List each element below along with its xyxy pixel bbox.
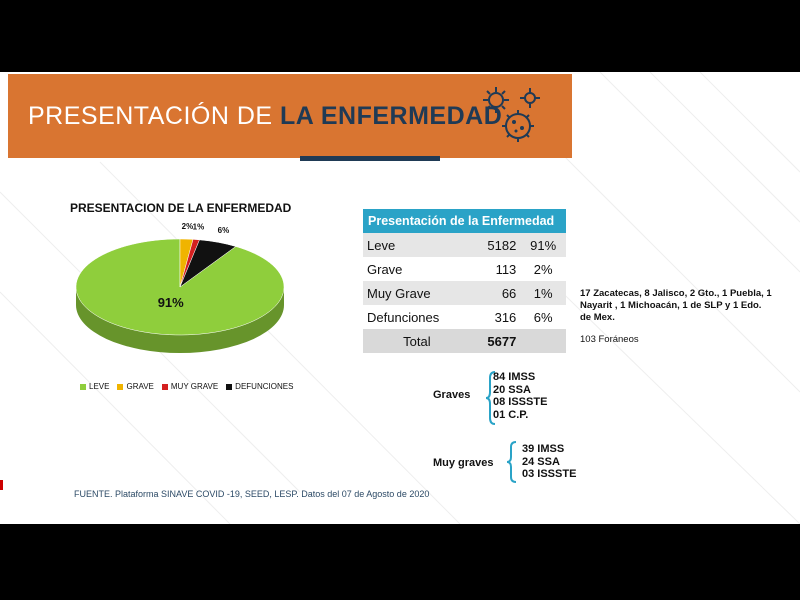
muy-graves-item: 03 ISSSTE xyxy=(522,468,577,480)
pie-data-label: 2% xyxy=(182,222,194,231)
red-mark xyxy=(0,480,3,490)
row-label: Leve xyxy=(363,233,471,257)
table-row: Defunciones 316 6% xyxy=(363,305,566,329)
legend-label: MUY GRAVE xyxy=(170,382,219,391)
graves-list: 84 IMSS 20 SSA 08 ISSSTE 01 C.P. xyxy=(493,371,547,421)
row-label: Grave xyxy=(363,257,471,281)
total-value: 5677 xyxy=(470,329,521,353)
title-light: PRESENTACIÓN DE xyxy=(28,102,273,130)
muy-graves-brace-icon xyxy=(506,441,517,483)
total-label: Total xyxy=(363,329,471,353)
graves-brace-icon xyxy=(485,371,496,425)
table-total-row: Total 5677 xyxy=(363,329,566,353)
legend-item: MUY GRAVE xyxy=(161,382,219,391)
pie-slice-side xyxy=(76,287,284,353)
row-pct: 91% xyxy=(520,233,566,257)
legend-swatch xyxy=(226,383,233,390)
muy-graves-label: Muy graves xyxy=(433,457,494,469)
row-pct: 2% xyxy=(520,257,566,281)
data-table: Presentación de la Enfermedad Leve 5182 … xyxy=(363,209,566,353)
row-label: Defunciones xyxy=(363,305,471,329)
origin-note: 17 Zacatecas, 8 Jalisco, 2 Gto., 1 Puebl… xyxy=(580,288,772,323)
pie-data-label: 91% xyxy=(158,295,184,310)
row-pct: 1% xyxy=(520,281,566,305)
row-count: 5182 xyxy=(470,233,521,257)
virus-icon xyxy=(483,87,540,142)
title-underline xyxy=(300,156,440,161)
legend-item: LEVE xyxy=(80,382,109,391)
graves-item: 08 ISSSTE xyxy=(493,396,548,408)
legend-swatch xyxy=(117,383,124,390)
legend-label: GRAVE xyxy=(126,382,154,391)
chart-title: PRESENTACION DE LA ENFERMEDAD xyxy=(70,201,292,215)
chart-legend: LEVE GRAVE MUY GRAVE DEFUNCIONES xyxy=(80,382,293,391)
total-empty xyxy=(520,329,566,353)
legend-swatch xyxy=(80,383,86,390)
graves-item: 84 IMSS xyxy=(493,371,536,383)
row-count: 316 xyxy=(470,305,521,329)
table-header: Presentación de la Enfermedad xyxy=(363,209,566,233)
muy-graves-item: 39 IMSS xyxy=(522,443,565,455)
row-count: 66 xyxy=(470,281,521,305)
muy-graves-list: 39 IMSS 24 SSA 03 ISSSTE xyxy=(522,443,576,481)
page-title: PRESENTACIÓN DE LA ENFERMEDAD xyxy=(28,102,502,131)
graves-item: 01 C.P. xyxy=(493,408,529,421)
table-row: Grave 113 2% xyxy=(363,257,566,281)
source-note: FUENTE. Plataforma SINAVE COVID -19, SEE… xyxy=(74,489,430,499)
pie-chart: 91% 2% 1% 6% xyxy=(75,222,285,353)
slide: PRESENTACIÓN DE LA ENFERMEDAD xyxy=(0,72,800,524)
graves-label: Graves xyxy=(433,389,471,401)
table-row: Muy Grave 66 1% xyxy=(363,281,566,305)
muy-graves-item: 24 SSA xyxy=(522,455,560,468)
legend-item: GRAVE xyxy=(117,382,154,391)
table-row: Leve 5182 91% xyxy=(363,233,566,257)
pie-data-label: 6% xyxy=(218,226,230,235)
pie-slice-defunciones xyxy=(179,239,237,288)
title-bold: LA ENFERMEDAD xyxy=(280,102,503,130)
legend-swatch xyxy=(161,383,168,390)
row-pct: 6% xyxy=(520,305,566,329)
title-banner: PRESENTACIÓN DE LA ENFERMEDAD xyxy=(8,74,572,158)
legend-item: DEFUNCIONES xyxy=(226,382,293,391)
foraneos-note: 103 Foráneos xyxy=(580,334,639,345)
row-count: 113 xyxy=(470,257,521,281)
pie-data-label: 1% xyxy=(193,223,205,232)
row-label: Muy Grave xyxy=(363,281,471,305)
legend-label: DEFUNCIONES xyxy=(235,382,294,391)
legend-label: LEVE xyxy=(89,382,110,391)
graves-item: 20 SSA xyxy=(493,383,531,396)
